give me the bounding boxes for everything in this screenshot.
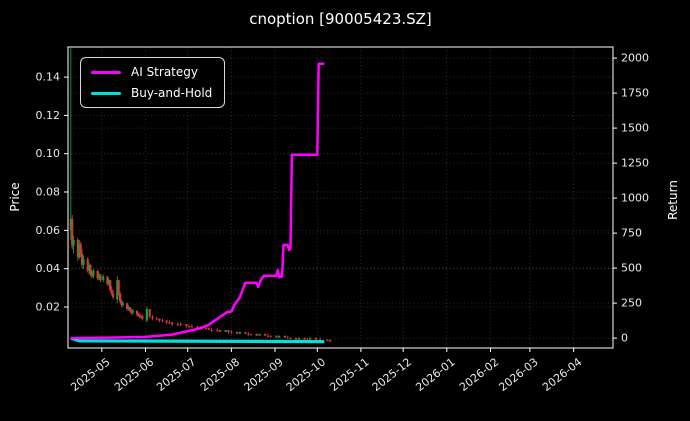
return-tick-label: 0: [621, 332, 628, 345]
return-tick-label: 500: [621, 262, 642, 275]
price-tick-label: 0.12: [36, 109, 61, 122]
legend-item-buy-and-hold: Buy-and-Hold: [91, 86, 214, 100]
price-tick-label: 0.04: [36, 262, 61, 275]
date-tick-label: 2026-02: [457, 355, 501, 394]
ai-strategy-line: [70, 62, 325, 340]
legend-item-ai-strategy: AI Strategy: [91, 65, 214, 79]
ai-strategy-line-icon: [91, 70, 121, 74]
date-tick-label: 2026-03: [496, 355, 540, 394]
date-tick-label: 2025-12: [370, 355, 414, 394]
return-tick-label: 1750: [621, 87, 649, 100]
return-axis-label: Return: [666, 180, 680, 220]
date-tick-label: 2025-05: [68, 355, 112, 394]
return-tick-label: 1250: [621, 157, 649, 170]
price-tick-label: 0.14: [36, 71, 61, 84]
date-tick-label: 2026-04: [540, 355, 584, 394]
date-tick-label: 2025-07: [154, 355, 198, 394]
date-tick-label: 2025-06: [112, 355, 156, 394]
price-tick-label: 0.08: [36, 186, 61, 199]
return-tick-label: 2000: [621, 52, 649, 65]
candlestick-series: [69, 48, 331, 342]
date-tick-label: 2025-10: [284, 355, 328, 394]
return-tick-label: 750: [621, 227, 642, 240]
price-tick-label: 0.06: [36, 224, 61, 237]
date-tick-label: 2025-08: [198, 355, 242, 394]
buy-and-hold-line-icon: [91, 91, 121, 95]
legend-label-buy-and-hold: Buy-and-Hold: [131, 86, 213, 100]
chart-title: cnoption [90005423.SZ]: [249, 10, 432, 28]
date-tick-label: 2025-11: [327, 355, 371, 394]
legend-label-ai-strategy: AI Strategy: [131, 65, 198, 79]
return-tick-label: 1000: [621, 192, 649, 205]
date-tick-label: 2026-01: [413, 355, 457, 394]
price-tick-label: 0.02: [36, 301, 61, 314]
legend: AI Strategy Buy-and-Hold: [80, 57, 225, 108]
price-axis-label: Price: [8, 182, 22, 212]
price-tick-label: 0.10: [36, 147, 61, 160]
return-tick-label: 250: [621, 297, 642, 310]
return-tick-label: 1500: [621, 122, 649, 135]
date-tick-label: 2025-09: [242, 355, 286, 394]
